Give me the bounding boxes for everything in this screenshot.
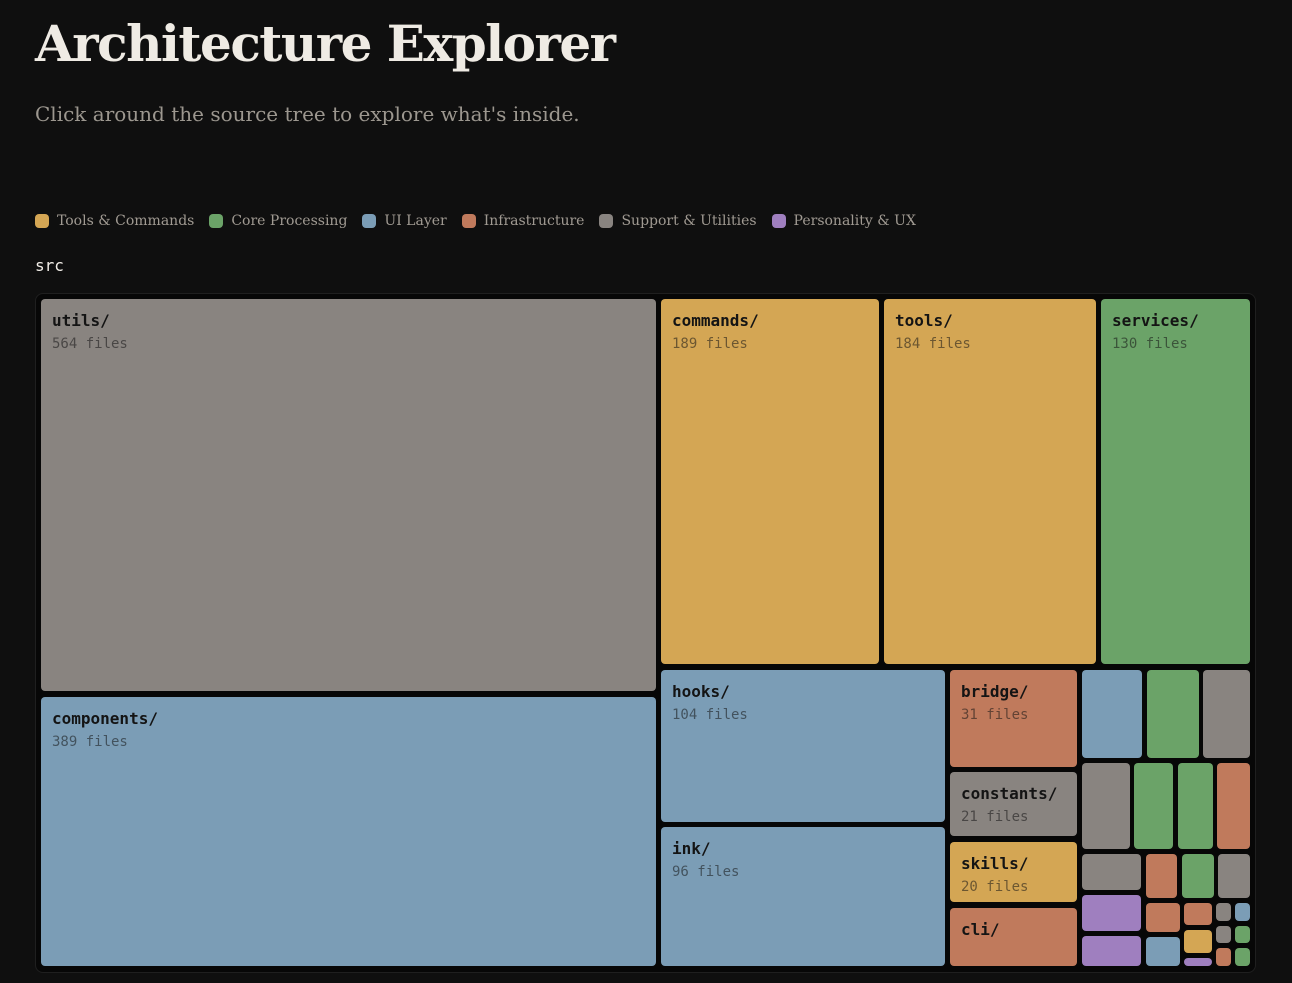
- treemap-cell-hooks[interactable]: hooks/ 104 files: [661, 670, 945, 822]
- legend-label: Infrastructure: [483, 213, 585, 229]
- treemap-cell-small[interactable]: [1082, 895, 1141, 931]
- legend-item-core-processing: Core Processing: [209, 213, 347, 229]
- treemap-cell-small[interactable]: [1178, 763, 1213, 849]
- treemap-cell-constants[interactable]: constants/ 21 files: [950, 772, 1077, 836]
- treemap-cell-small[interactable]: [1184, 958, 1212, 966]
- treemap-cell-small[interactable]: [1216, 926, 1231, 943]
- treemap-cell-small[interactable]: [1235, 926, 1250, 943]
- cell-count: 564 files: [52, 336, 128, 352]
- cell-count: 31 files: [961, 707, 1029, 723]
- cell-count: 389 files: [52, 734, 128, 750]
- legend-label: UI Layer: [384, 213, 447, 229]
- treemap-cell-skills[interactable]: skills/ 20 files: [950, 842, 1077, 902]
- treemap-cell-small[interactable]: [1082, 670, 1142, 758]
- treemap-cell-small[interactable]: [1147, 670, 1199, 758]
- treemap-cell-cli[interactable]: cli/: [950, 908, 1077, 966]
- cell-name: commands/: [672, 311, 759, 330]
- cell-name: services/: [1112, 311, 1199, 330]
- cell-name: utils/: [52, 311, 110, 330]
- treemap-cell-small[interactable]: [1184, 930, 1212, 953]
- cell-name: cli/: [961, 920, 1000, 939]
- treemap-cell-tools[interactable]: tools/ 184 files: [884, 299, 1096, 664]
- cell-count: 184 files: [895, 336, 971, 352]
- treemap-cell-small[interactable]: [1182, 854, 1214, 898]
- treemap-cell-small[interactable]: [1134, 763, 1173, 849]
- cell-name: skills/: [961, 854, 1029, 873]
- treemap-cell-components[interactable]: components/ 389 files: [41, 697, 656, 966]
- cell-count: 20 files: [961, 879, 1029, 895]
- cell-count: 130 files: [1112, 336, 1188, 352]
- treemap-cell-commands[interactable]: commands/ 189 files: [661, 299, 879, 664]
- legend-swatch: [209, 214, 224, 228]
- treemap-cell-small[interactable]: [1082, 763, 1130, 849]
- treemap: utils/ 564 files components/ 389 files c…: [35, 293, 1256, 973]
- cell-name: bridge/: [961, 682, 1029, 701]
- treemap-cell-small[interactable]: [1203, 670, 1250, 758]
- legend-item-infrastructure: Infrastructure: [461, 213, 585, 229]
- treemap-cell-small[interactable]: [1217, 763, 1250, 849]
- cell-name: constants/: [961, 784, 1058, 803]
- legend-item-personality-ux: Personality & UX: [771, 213, 916, 229]
- legend-swatch: [461, 214, 476, 228]
- treemap-cell-bridge[interactable]: bridge/ 31 files: [950, 670, 1077, 767]
- page-title: Architecture Explorer: [35, 14, 616, 73]
- cell-count: 189 files: [672, 336, 748, 352]
- legend-swatch: [771, 214, 786, 228]
- treemap-cell-small[interactable]: [1235, 948, 1250, 966]
- treemap-cell-small[interactable]: [1216, 903, 1231, 921]
- cell-count: 21 files: [961, 809, 1029, 825]
- cell-name: components/: [52, 709, 158, 728]
- cell-name: hooks/: [672, 682, 730, 701]
- treemap-cell-small[interactable]: [1146, 854, 1177, 898]
- treemap-cell-ink[interactable]: ink/ 96 files: [661, 827, 945, 966]
- legend-label: Core Processing: [231, 213, 348, 229]
- cell-count: 104 files: [672, 707, 748, 723]
- treemap-cell-small[interactable]: [1146, 903, 1180, 932]
- legend-item-ui-layer: UI Layer: [362, 213, 447, 229]
- cell-name: tools/: [895, 311, 953, 330]
- legend-swatch: [599, 214, 614, 228]
- treemap-cell-small[interactable]: [1216, 948, 1231, 966]
- treemap-cell-small[interactable]: [1184, 903, 1212, 925]
- treemap-cell-small[interactable]: [1235, 903, 1250, 921]
- legend-item-support-utilities: Support & Utilities: [599, 213, 757, 229]
- legend-label: Support & Utilities: [621, 213, 757, 229]
- breadcrumb[interactable]: src: [35, 256, 64, 275]
- treemap-cell-small[interactable]: [1218, 854, 1250, 898]
- legend-item-tools-commands: Tools & Commands: [35, 213, 194, 229]
- treemap-cell-small[interactable]: [1146, 937, 1180, 966]
- legend-label: Tools & Commands: [57, 213, 195, 229]
- cell-count: 96 files: [672, 864, 740, 880]
- treemap-cell-small[interactable]: [1082, 854, 1141, 890]
- cell-name: ink/: [672, 839, 711, 858]
- treemap-cell-services[interactable]: services/ 130 files: [1101, 299, 1250, 664]
- page-subtitle: Click around the source tree to explore …: [35, 102, 580, 126]
- treemap-cell-small[interactable]: [1082, 936, 1141, 966]
- category-legend: Tools & Commands Core Processing UI Laye…: [35, 213, 931, 229]
- legend-label: Personality & UX: [793, 213, 916, 229]
- legend-swatch: [362, 214, 377, 228]
- treemap-cell-utils[interactable]: utils/ 564 files: [41, 299, 656, 691]
- legend-swatch: [35, 214, 49, 228]
